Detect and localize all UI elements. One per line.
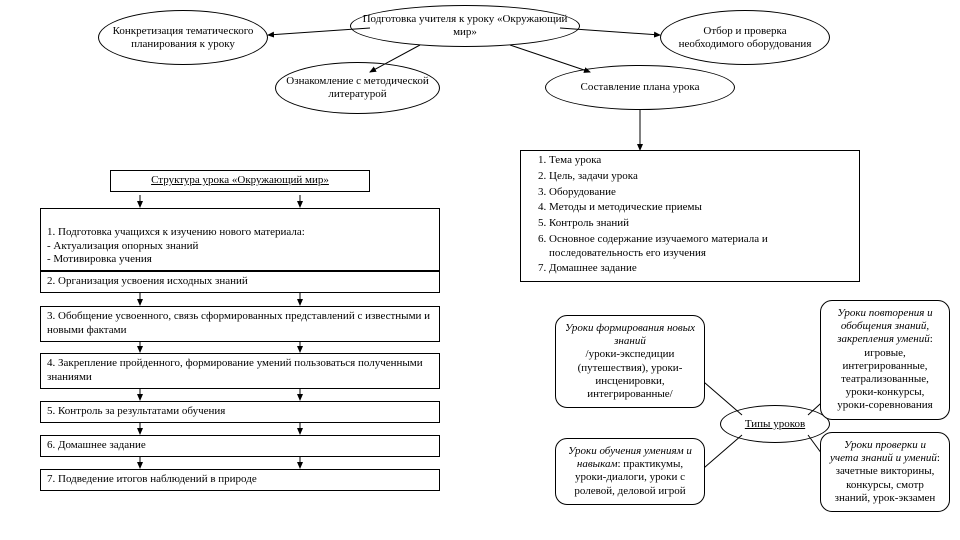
- node-main-label: Подготовка учителя к уроку «Окружающий м…: [361, 13, 569, 38]
- plan-item: Основное содержание изучаемого материала…: [549, 233, 853, 261]
- type-assessment-title: Уроки проверки и учета знаний и умений: [830, 439, 937, 464]
- structure-step-7: 7. Подведение итогов наблюдений в природ…: [40, 469, 440, 491]
- structure-step-4: 4. Закрепление пройденного, формирование…: [40, 353, 440, 389]
- type-assessment: Уроки проверки и учета знаний и умений: …: [820, 432, 950, 512]
- structure-step-5: 5. Контроль за результатами обучения: [40, 401, 440, 423]
- structure-step-3: 3. Обобщение усвоенного, связь сформиров…: [40, 306, 440, 342]
- structure-step-2: 2. Организация усвоения исходных знаний: [40, 271, 440, 293]
- structure-title: Структура урока «Окружающий мир»: [110, 170, 370, 192]
- structure-step-2-label: 2. Организация усвоения исходных знаний: [47, 275, 248, 287]
- type-review: Уроки повторения и обобщения знаний, зак…: [820, 300, 950, 420]
- plan-item: Методы и методические приемы: [549, 201, 853, 215]
- structure-step-4-label: 4. Закрепление пройденного, формирование…: [47, 357, 423, 383]
- node-equip-label: Отбор и проверка необходимого оборудован…: [671, 25, 819, 50]
- structure-title-label: Структура урока «Окружающий мир»: [151, 174, 329, 186]
- node-concret-label: Конкретизация тематического планирования…: [109, 25, 257, 50]
- types-center-label: Типы уроков: [745, 418, 805, 431]
- structure-step-6-label: 6. Домашнее задание: [47, 439, 146, 451]
- structure-step-1-label: 1. Подготовка учащихся к изучению нового…: [47, 226, 305, 266]
- structure-step-3-label: 3. Обобщение усвоенного, связь сформиров…: [47, 310, 430, 336]
- plan-item: Цель, задачи урока: [549, 170, 853, 184]
- node-equip: Отбор и проверка необходимого оборудован…: [660, 10, 830, 65]
- structure-step-7-label: 7. Подведение итогов наблюдений в природ…: [47, 473, 257, 485]
- type-review-title: Уроки повторения и обобщения знаний, зак…: [837, 307, 932, 345]
- plan-list: Тема урока Цель, задачи урока Оборудован…: [527, 154, 853, 276]
- plan-item: Тема урока: [549, 154, 853, 168]
- plan-item: Контроль знаний: [549, 217, 853, 231]
- structure-step-5-label: 5. Контроль за результатами обучения: [47, 405, 225, 417]
- plan-box: Тема урока Цель, задачи урока Оборудован…: [520, 150, 860, 282]
- node-concret: Конкретизация тематического планирования…: [98, 10, 268, 65]
- type-formation-title: Уроки формирования новых знаний: [565, 322, 695, 347]
- types-center: Типы уроков: [720, 405, 830, 443]
- node-lit: Ознакомление с методической литературой: [275, 62, 440, 114]
- node-lit-label: Ознакомление с методической литературой: [286, 75, 429, 100]
- plan-item: Оборудование: [549, 186, 853, 200]
- structure-step-1: 1. Подготовка учащихся к изучению нового…: [40, 208, 440, 271]
- node-main: Подготовка учителя к уроку «Окружающий м…: [350, 5, 580, 47]
- node-plan-label: Составление плана урока: [581, 81, 700, 94]
- type-skills: Уроки обучения умениям и навыкам: практи…: [555, 438, 705, 505]
- node-plan: Составление плана урока: [545, 65, 735, 110]
- type-formation: Уроки формирования новых знаний /уроки-э…: [555, 315, 705, 408]
- plan-item: Домашнее задание: [549, 262, 853, 276]
- structure-step-6: 6. Домашнее задание: [40, 435, 440, 457]
- type-formation-body: /уроки-экспедиции (путешествия), уроки-и…: [578, 348, 683, 400]
